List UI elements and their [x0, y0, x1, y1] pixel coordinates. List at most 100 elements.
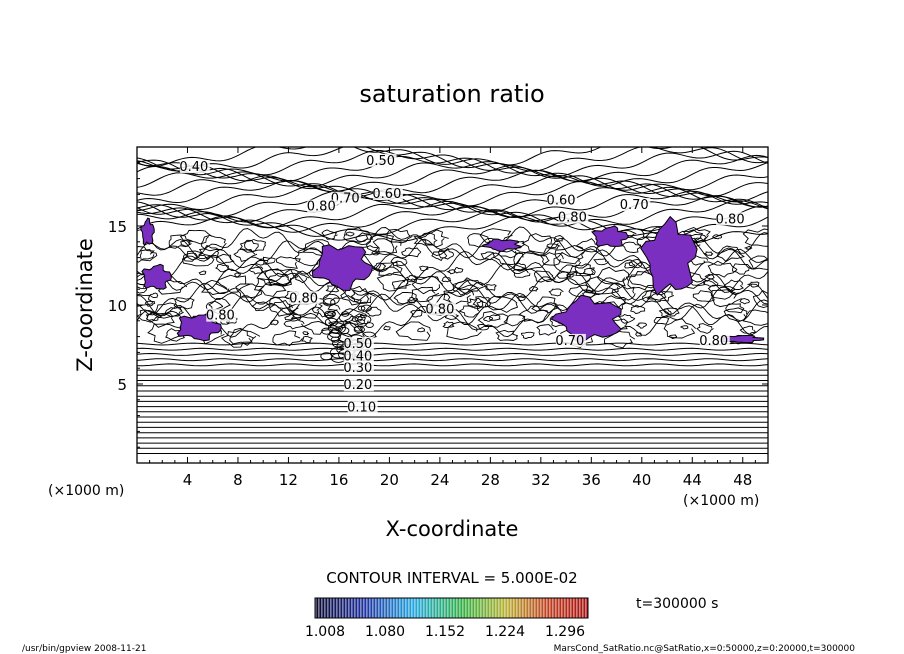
contour-loop: [390, 256, 408, 267]
contour-loop: [446, 321, 482, 340]
contour-loop: [371, 250, 381, 256]
contour-loop: [386, 228, 413, 244]
contour-loop: [137, 246, 155, 263]
y-axis: 5 10 15: [108, 162, 768, 448]
contour-loop: [365, 306, 382, 317]
contour-loop: [216, 253, 235, 264]
contour-loop: [300, 336, 313, 344]
contour-line: [137, 160, 768, 188]
contour-labels: 0.100.200.300.400.500.40 0.500.700.800.60…: [179, 153, 747, 415]
contour-label: 0.80: [307, 200, 336, 215]
supersaturated-region: [141, 263, 172, 290]
contour-loop: [417, 229, 449, 248]
x-unit-left: (×1000 m): [48, 483, 124, 499]
contour-loop: [220, 329, 254, 348]
contour-label: 0.80: [558, 211, 587, 226]
contour-label-bg: [547, 193, 578, 207]
contour-loop: [406, 296, 419, 304]
contour-loop: [357, 305, 366, 311]
contour-loop: [574, 263, 595, 277]
contour-label-bg: [343, 349, 374, 363]
contour-line: [137, 292, 768, 327]
contour-loop: [488, 314, 501, 321]
contour-label: 0.30: [343, 361, 372, 376]
contour-loop: [503, 314, 526, 327]
contour-loop: [752, 290, 768, 308]
contour-loop: [603, 330, 636, 349]
contour-loop: [322, 298, 336, 307]
colorbar-stripes: [315, 598, 588, 618]
contour-loop: [711, 234, 723, 240]
contour-line: [137, 149, 768, 178]
contour-loop: [739, 298, 751, 305]
contour-line: [137, 190, 768, 218]
contour-loop: [284, 312, 302, 322]
contour-line: [137, 352, 768, 356]
contour-loop: [585, 276, 621, 295]
contour-loop: [269, 296, 293, 309]
contour-line: [137, 147, 768, 168]
x-axis: 4 8 12 16 20 24 28 32 36 40 44 48: [149, 147, 756, 489]
contour-loop: [746, 281, 760, 288]
contour-loop: [272, 330, 303, 347]
supersaturated-region: [591, 225, 630, 247]
contour-label-bg: [347, 400, 378, 414]
x-tick-label: 24: [430, 471, 449, 489]
contour-loop: [276, 256, 301, 269]
contour-loop: [635, 332, 643, 337]
contour-loop: [234, 272, 242, 278]
contour-loop: [621, 241, 642, 253]
contour-label-bg: [425, 302, 456, 316]
contour-line: [137, 195, 768, 223]
colorbar-tick-labels: 1.008 1.080 1.152 1.224 1.296: [305, 624, 585, 640]
contour-loop: [294, 272, 310, 284]
contour-loop: [521, 233, 559, 254]
contour-loop: [611, 285, 636, 301]
x-tick-label: 28: [481, 471, 500, 489]
contour-loop: [324, 317, 339, 327]
contour-loop: [624, 261, 636, 269]
contour-label-bg: [699, 333, 730, 347]
contour-loop: [520, 331, 535, 340]
contour-loop: [458, 305, 481, 318]
contour-loop: [168, 234, 193, 249]
contour-label: 0.50: [343, 337, 372, 352]
contour-loop: [383, 325, 391, 331]
x-tick-label: 48: [733, 471, 752, 489]
x-tick-label: 20: [380, 471, 399, 489]
contour-loop: [653, 316, 670, 325]
contour-loop: [144, 300, 156, 307]
contour-loop: [533, 270, 556, 283]
colorbar-tick-label: 1.008: [305, 624, 345, 640]
contour-loop: [324, 312, 334, 319]
supersaturated-region: [550, 294, 623, 344]
x-tick-label: 40: [632, 471, 651, 489]
contour-loop: [443, 286, 475, 305]
contour-loop: [322, 293, 340, 305]
x-tick-label: 44: [683, 471, 702, 489]
contour-loop: [165, 328, 186, 342]
contour-label: 0.10: [347, 400, 376, 415]
contour-label: 0.50: [366, 154, 395, 169]
contour-loop: [339, 321, 364, 337]
y-axis-label: Z-coordinate: [73, 238, 97, 372]
contour-loop: [748, 255, 768, 270]
colorbar-tick-label: 1.224: [485, 624, 525, 640]
contour-loop: [743, 245, 753, 250]
contour-loop: [353, 325, 365, 334]
contour-loop: [302, 331, 310, 336]
contour-label-bg: [716, 212, 747, 226]
contour-loop: [268, 299, 299, 317]
colorbar-tick-label: 1.152: [425, 624, 465, 640]
contour-loop: [331, 327, 340, 334]
contour-loop: [707, 260, 738, 278]
contour-loop: [707, 284, 736, 300]
y-tick-label: 15: [108, 218, 127, 236]
contour-loop: [531, 296, 558, 314]
contour-loop: [198, 270, 207, 275]
contour-loop: [354, 316, 363, 322]
contour-loop: [593, 258, 609, 266]
y-tick-label: 10: [108, 297, 127, 315]
contour-loop: [393, 291, 418, 305]
